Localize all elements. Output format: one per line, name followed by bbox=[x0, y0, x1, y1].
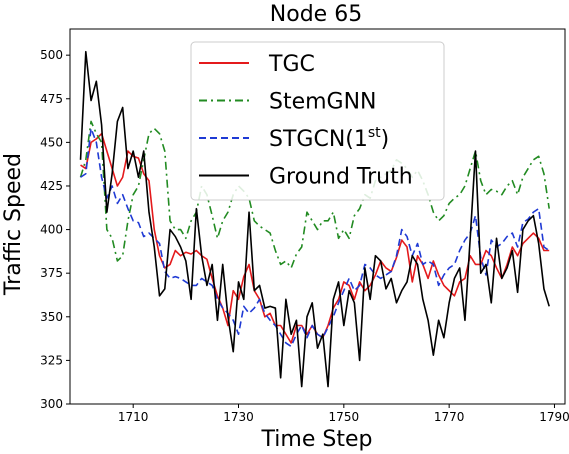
x-tick-label: 1730 bbox=[223, 410, 254, 424]
series-line-1 bbox=[79, 120, 550, 269]
x-tick-label: 1750 bbox=[329, 410, 360, 424]
legend-label: STGCN(1st) bbox=[269, 125, 389, 152]
legend-box bbox=[190, 41, 445, 201]
legend: TGC StemGNN STGCN(1st) Ground Truth bbox=[190, 41, 445, 201]
legend-label: TGC bbox=[268, 52, 315, 77]
y-tick-label: 325 bbox=[40, 353, 63, 367]
x-tick-label: 1770 bbox=[434, 410, 465, 424]
y-tick-label: 425 bbox=[40, 179, 63, 193]
x-tick-label: 1710 bbox=[118, 410, 149, 424]
x-axis-title: Time Step bbox=[261, 427, 373, 452]
plot-area bbox=[79, 50, 550, 388]
y-tick-label: 300 bbox=[40, 397, 63, 411]
y-axis-title: Traffic Speed bbox=[1, 153, 26, 296]
x-tick-label: 1790 bbox=[539, 410, 569, 424]
y-tick-label: 375 bbox=[40, 266, 63, 280]
y-tick-label: 350 bbox=[40, 310, 63, 324]
axes: 1710 1730 1750 1770 1790 300 325 350 375 400 425 45… bbox=[40, 28, 569, 424]
series-line-3 bbox=[79, 50, 550, 388]
legend-label: Ground Truth bbox=[269, 165, 413, 190]
legend-label: StemGNN bbox=[269, 90, 377, 115]
y-tick-label: 450 bbox=[40, 135, 63, 149]
axes-frame bbox=[69, 28, 566, 405]
y-tick-label: 400 bbox=[40, 223, 63, 237]
y-tick-label: 475 bbox=[40, 92, 63, 106]
chart-title: Node 65 bbox=[270, 2, 362, 27]
y-tick-label: 500 bbox=[40, 48, 63, 62]
